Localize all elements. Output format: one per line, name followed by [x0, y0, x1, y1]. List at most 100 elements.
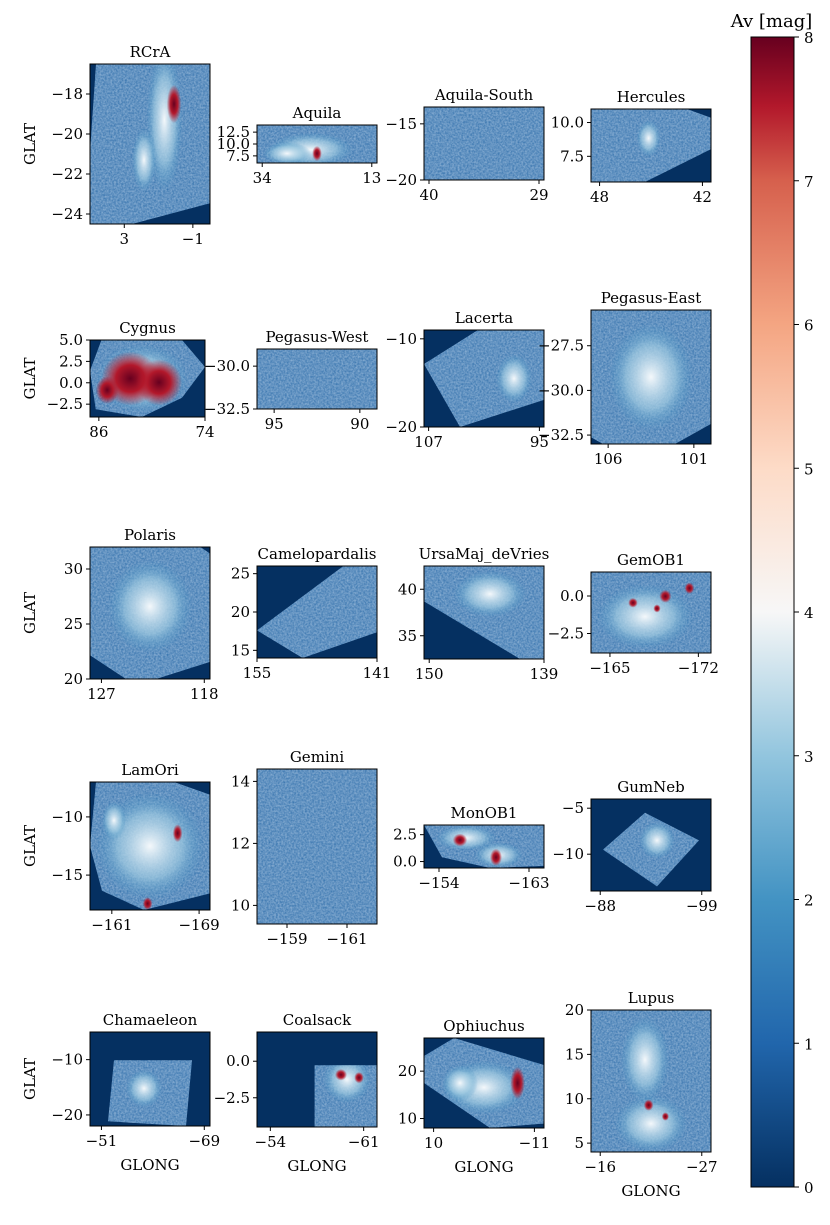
x-tick-label: 95	[530, 433, 549, 451]
x-tick-label: 90	[350, 415, 369, 433]
axes-frame	[256, 1031, 378, 1128]
panel-polaris: Polaris 127 118 30 25 20 GLAT	[21, 526, 219, 703]
panel-gumneb: GumNeb −88 −99 −5 −10	[552, 778, 717, 915]
x-tick-label: −69	[188, 1132, 220, 1150]
panel-pegasus-west: Pegasus-West 95 90 −30.0 −32.5	[204, 328, 378, 433]
colorbar-gradient	[750, 36, 795, 1188]
y-axis-label: GLAT	[21, 358, 39, 400]
panel-title: MonOB1	[451, 804, 518, 822]
axes-frame	[89, 1031, 211, 1127]
axes-frame	[423, 565, 545, 660]
y-tick-label: 10	[565, 1090, 584, 1108]
extinction-map	[424, 825, 544, 868]
panel-lamori: LamOri −161 −169 −10 −15 GLAT	[21, 761, 220, 934]
panel-hercules: Hercules 48 42 10.0 7.5	[551, 88, 712, 206]
y-tick-label: −2.5	[548, 625, 584, 643]
x-tick-label: −154	[418, 874, 459, 892]
x-tick-label: 118	[190, 685, 219, 703]
colorbar-tick-label: 6	[804, 317, 814, 335]
x-tick-label: 95	[265, 415, 284, 433]
y-tick-label: 5.0	[59, 331, 83, 349]
x-tick-label: −163	[508, 874, 549, 892]
extinction-map	[424, 107, 544, 180]
y-tick-label: −30.0	[538, 381, 584, 399]
x-tick-label: 48	[590, 188, 609, 206]
y-axis-label: GLAT	[21, 1058, 39, 1100]
x-tick-label: 74	[195, 423, 214, 441]
extinction-map	[108, 1060, 192, 1126]
x-tick-label: −161	[91, 916, 132, 934]
panel-title: Hercules	[617, 88, 686, 106]
panel-title: Pegasus-East	[601, 289, 702, 307]
y-tick-label: −10	[385, 330, 417, 348]
y-tick-label: 10.0	[551, 114, 584, 132]
y-tick-label: 0.0	[226, 1052, 250, 1070]
x-tick-label: 106	[594, 450, 623, 468]
y-tick-label: 10	[398, 1110, 417, 1128]
y-tick-label: 20	[565, 1001, 584, 1019]
y-tick-label: 2.5	[393, 826, 417, 844]
extinction-map	[90, 64, 210, 224]
y-tick-label: 10.0	[217, 135, 250, 153]
y-tick-label: 12	[231, 834, 250, 852]
panel-title: Ophiuchus	[443, 1017, 524, 1035]
extinction-map	[90, 782, 210, 910]
x-tick-label: −11	[519, 1134, 551, 1152]
y-tick-label: −27.5	[538, 337, 584, 355]
y-tick-label: −10	[51, 1051, 83, 1069]
colorbar: Av [mag] 0 1 2 3 4 5 6 7 8	[730, 11, 814, 1197]
axes-frame	[590, 108, 712, 183]
axes-frame	[89, 546, 211, 680]
colorbar-tick-label: 1	[804, 1035, 814, 1053]
axes-frame	[423, 824, 545, 869]
panel-title: LamOri	[121, 761, 179, 779]
y-tick-label: −32.5	[538, 426, 584, 444]
extinction-map	[257, 125, 377, 163]
x-axis-label: GLONG	[621, 1182, 680, 1200]
y-tick-label: −10	[51, 808, 83, 826]
panel-gemob1: GemOB1 −165 −172 0.0 −2.5	[548, 551, 719, 677]
extinction-map	[314, 1065, 377, 1127]
x-tick-label: 40	[419, 186, 438, 204]
y-tick-label: −15	[51, 866, 83, 884]
x-tick-label: −161	[326, 930, 367, 948]
axes-frame	[423, 329, 545, 428]
panel-title: Gemini	[290, 748, 345, 766]
panel-title: Aquila-South	[434, 86, 534, 104]
axes-frame	[590, 1009, 712, 1153]
y-tick-label: 35	[398, 627, 417, 645]
panel-title: Coalsack	[283, 1011, 352, 1029]
y-tick-label: 0.0	[393, 853, 417, 871]
y-tick-label: 14	[231, 772, 250, 790]
x-axis-label: GLONG	[287, 1157, 346, 1175]
y-tick-label: −2.5	[47, 395, 83, 413]
panel-gemini: Gemini −159 −161 14 12 10	[231, 748, 378, 948]
x-tick-label: −1	[182, 230, 204, 248]
y-tick-label: −20	[385, 171, 417, 189]
axes-frame	[256, 348, 378, 410]
extinction-map	[257, 349, 377, 409]
x-tick-label: 139	[530, 665, 559, 683]
x-tick-label: 107	[414, 433, 443, 451]
panel-pegasus-east: Pegasus-East 106 101 −27.5 −30.0 −32.5	[538, 289, 712, 468]
y-tick-label: 7.5	[226, 147, 250, 165]
y-tick-label: 40	[398, 580, 417, 598]
x-tick-label: 34	[253, 169, 272, 187]
x-tick-label: 141	[363, 664, 392, 682]
y-tick-label: 30	[64, 560, 83, 578]
colorbar-tick-label: 8	[804, 29, 814, 47]
x-tick-label: 155	[243, 664, 272, 682]
x-tick-label: 127	[87, 685, 116, 703]
x-tick-label: −16	[584, 1158, 616, 1176]
x-tick-label: −61	[348, 1133, 380, 1151]
extinction-map	[257, 769, 377, 924]
x-tick-label: 29	[529, 186, 548, 204]
y-tick-label: 20	[231, 603, 250, 621]
y-tick-label: −10	[552, 845, 584, 863]
x-tick-label: 3	[120, 230, 130, 248]
y-tick-label: 20	[398, 1062, 417, 1080]
panel-title: Lacerta	[455, 309, 513, 327]
panel-title: GemOB1	[617, 551, 685, 569]
x-tick-label: 13	[362, 169, 381, 187]
y-tick-label: −20	[51, 125, 83, 143]
